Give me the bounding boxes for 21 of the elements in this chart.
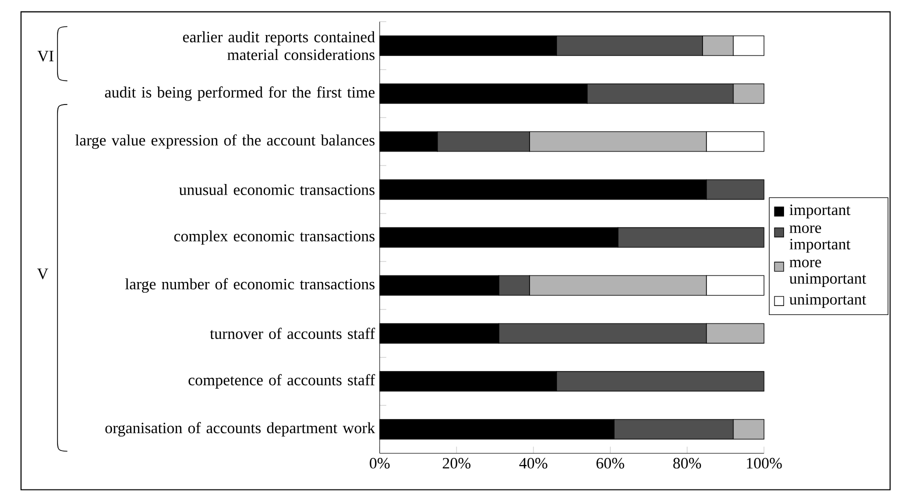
y-tick-label: turnover of accounts staff [210,328,376,340]
x-tick-label: 40% [519,458,548,469]
text: VI [38,51,54,62]
x-tick-label: 80% [673,458,702,469]
x-tick-label: 20% [442,458,470,469]
legend-label: more important [790,226,850,253]
x-tick-label: 60% [596,458,624,469]
y-tick-label: large value expression of the account balances [75,134,375,149]
x-tick-label: 0% [370,458,390,469]
y-tick-label: large number of economic transactions [125,278,375,293]
y-tick-label: earlier audit reports contained material considerations [183,31,375,60]
y-tick-label: organisation of accounts department work [105,422,376,437]
y-tick-label: unusual economic transactions [179,184,374,196]
legend-label: important [790,204,850,219]
x-tick-label: 100% [746,458,782,469]
legend-label: unimportant [789,294,866,308]
legend-label: more unimportant [789,260,866,288]
text: V [37,268,48,280]
y-tick-label: complex economic transactions [174,230,375,245]
y-tick-label: competence of accounts staff [188,374,376,389]
y-tick-label: audit is being performed for the first time [105,86,375,102]
